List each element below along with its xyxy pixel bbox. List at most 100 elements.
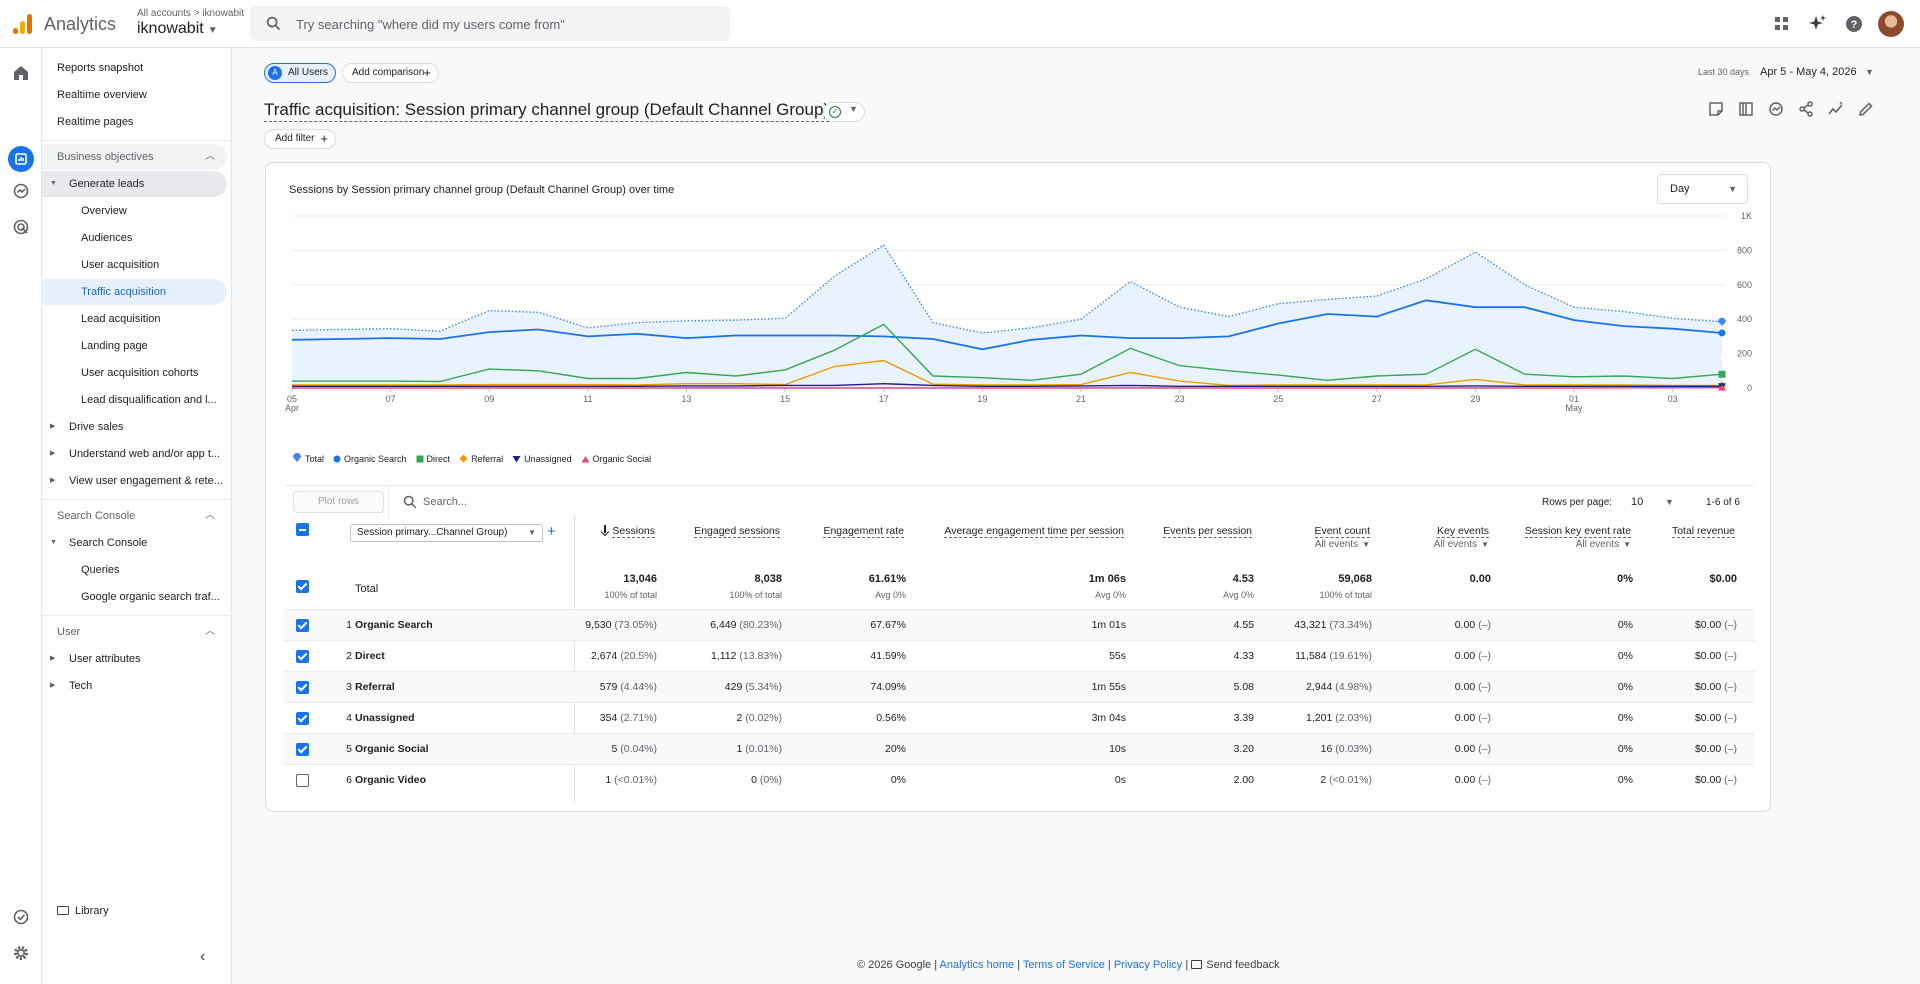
nav-item-user-acquisition[interactable]: User acquisition [81, 259, 160, 271]
column-header-event-count[interactable]: Event count All events ▼ [1314, 525, 1370, 550]
search-bar[interactable] [250, 6, 730, 41]
row-dimension-value[interactable]: Unassigned [355, 712, 415, 724]
terms-link[interactable]: Terms of Service [1022, 959, 1105, 971]
row-plot-checkbox[interactable] [296, 681, 309, 694]
nav-item-user-acquisition-cohorts[interactable]: User acquisition cohorts [81, 367, 199, 379]
analytics-logo-icon[interactable] [12, 12, 34, 34]
nav-section-business-objectives[interactable]: Business objectives ︿ [42, 144, 227, 170]
nav-item-overview[interactable]: Overview [81, 205, 127, 217]
rows-per-page-select[interactable]: 10 [1631, 496, 1644, 508]
column-header-event-filter[interactable]: All events ▼ [1434, 539, 1489, 550]
column-header-sessions[interactable]: Sessions [601, 525, 655, 538]
help-icon[interactable]: ? [1844, 14, 1864, 34]
row-plot-checkbox[interactable] [296, 650, 309, 663]
column-header-average-engagement-time-per-session[interactable]: Average engagement time per session [944, 525, 1124, 538]
trend-sparkle-icon[interactable] [1827, 100, 1845, 118]
column-header-event-filter[interactable]: All events ▼ [1315, 539, 1370, 550]
all-users-comparison-chip[interactable]: A All Users [264, 63, 336, 83]
primary-dimension-select[interactable]: Session primary...Channel Group) ▼ [350, 524, 543, 542]
nav-section-search-console[interactable]: Search Console ︿ [42, 503, 227, 529]
legend-item-direct[interactable]: Direct [416, 454, 450, 464]
column-header-event-filter[interactable]: All events ▼ [1525, 539, 1631, 550]
table-row[interactable]: 3 Referral 579 (4.44%) 429 (5.34%) 74.09% 1m … [284, 671, 1754, 702]
nav-group-user-engagement[interactable]: ▶ View user engagement & rete... [42, 468, 227, 494]
column-header-events-per-session[interactable]: Events per session [1163, 525, 1252, 538]
column-header-key-events[interactable]: Key events All events ▼ [1434, 525, 1489, 550]
plot-rows-button[interactable]: Plot rows [293, 491, 384, 513]
legend-item-total[interactable]: Total [292, 453, 324, 464]
column-header-engagement-rate[interactable]: Engagement rate [823, 525, 904, 538]
nav-item-landing-page[interactable]: Landing page [81, 340, 148, 352]
nav-item-lead-acquisition[interactable]: Lead acquisition [81, 313, 161, 325]
table-row[interactable]: 4 Unassigned 354 (2.71%) 2 (0.02%) 0.56% 3m 0… [284, 702, 1754, 733]
totals-checkbox[interactable] [296, 580, 309, 593]
check-circle-icon[interactable] [10, 906, 32, 928]
legend-item-referral[interactable]: Referral [459, 454, 503, 464]
legend-item-organic-social[interactable]: Organic Social [581, 454, 651, 464]
table-row[interactable]: 1 Organic Search 9,530 (73.05%) 6,449 (80.2… [284, 609, 1754, 640]
granularity-select[interactable]: Day ▼ [1657, 174, 1748, 204]
nav-group-user-attributes[interactable]: ▶ User attributes [42, 646, 227, 672]
nav-item-reports-snapshot[interactable]: Reports snapshot [57, 62, 144, 74]
nav-item-google-organic-search[interactable]: Google organic search traf... [81, 591, 220, 603]
report-status-dropdown[interactable]: ✓ ▼ [823, 102, 865, 122]
column-header-total-revenue[interactable]: Total revenue [1671, 525, 1735, 538]
insights-icon[interactable] [1767, 100, 1785, 118]
unassigned-series-line[interactable] [292, 382, 1722, 387]
account-picker[interactable]: iknowabit ▼ [137, 20, 218, 38]
sort-descending-arrow-icon[interactable] [601, 525, 609, 535]
report-title[interactable]: Traffic acquisition: Session primary cha… [264, 100, 830, 122]
nav-section-user[interactable]: User ︿ [42, 619, 227, 645]
library-link[interactable]: Library [57, 905, 109, 917]
apps-grid-icon[interactable] [1772, 14, 1792, 34]
direct-series-line[interactable] [292, 323, 1723, 383]
add-filter-button[interactable]: Add filter + [264, 129, 336, 149]
caret-down-icon[interactable]: ▼ [1665, 497, 1674, 507]
user-avatar[interactable] [1878, 11, 1904, 37]
share-icon[interactable] [1797, 100, 1815, 118]
account-breadcrumb[interactable]: All accounts > iknowabit [137, 8, 245, 19]
nav-group-tech[interactable]: ▶ Tech [42, 673, 227, 699]
nav-group-generate-leads[interactable]: ▼ Generate leads [42, 171, 227, 197]
nav-item-queries[interactable]: Queries [81, 564, 120, 576]
send-feedback-button[interactable]: Send feedback [1191, 959, 1280, 971]
row-dimension-value[interactable]: Referral [355, 681, 395, 693]
nav-item-realtime-overview[interactable]: Realtime overview [57, 89, 147, 101]
nav-group-search-console[interactable]: ▼ Search Console [42, 530, 227, 556]
total-series-line[interactable] [291, 244, 1723, 334]
search-input[interactable] [296, 14, 716, 34]
column-header-engaged-sessions[interactable]: Engaged sessions [694, 525, 780, 538]
row-plot-checkbox[interactable] [296, 712, 309, 725]
nav-group-drive-sales[interactable]: ▶ Drive sales [42, 414, 227, 440]
organic-search-series-line[interactable] [291, 299, 1723, 351]
home-icon[interactable] [10, 62, 32, 84]
caret-down-icon[interactable]: ▼ [1865, 67, 1874, 77]
settings-gear-icon[interactable] [10, 942, 32, 964]
row-dimension-value[interactable]: Organic Search [355, 619, 433, 631]
select-all-checkbox[interactable] [296, 523, 309, 536]
table-row[interactable]: 5 Organic Social 5 (0.04%) 1 (0.01%) 20% 10s 3… [284, 733, 1754, 764]
nav-item-audiences[interactable]: Audiences [81, 232, 133, 244]
legend-item-organic-search[interactable]: Organic Search [333, 454, 407, 464]
add-comparison-button[interactable]: Add comparison + [342, 63, 439, 83]
column-header-session-key-event-rate[interactable]: Session key event rate All events ▼ [1524, 525, 1631, 550]
nav-item-realtime-pages[interactable]: Realtime pages [57, 116, 134, 128]
row-plot-checkbox[interactable] [296, 619, 309, 632]
nav-item-lead-disqualification[interactable]: Lead disqualification and l... [81, 394, 217, 406]
notes-icon[interactable] [1707, 100, 1725, 118]
legend-item-unassigned[interactable]: Unassigned [512, 454, 572, 464]
compare-columns-icon[interactable] [1737, 100, 1755, 118]
referral-series-line[interactable] [292, 359, 1722, 387]
row-dimension-value[interactable]: Organic Video [355, 774, 426, 786]
row-plot-checkbox[interactable] [296, 743, 309, 756]
explore-icon[interactable] [10, 180, 32, 202]
date-range-picker[interactable]: Apr 5 - May 4, 2026 [1760, 66, 1857, 78]
table-search-input[interactable] [423, 493, 623, 511]
row-dimension-value[interactable]: Direct [355, 650, 385, 662]
privacy-link[interactable]: Privacy Policy [1113, 959, 1183, 971]
row-plot-checkbox[interactable] [296, 774, 309, 787]
row-dimension-value[interactable]: Organic Social [355, 743, 429, 755]
edit-pencil-icon[interactable] [1857, 100, 1875, 118]
add-dimension-plus-icon[interactable]: + [547, 523, 556, 540]
